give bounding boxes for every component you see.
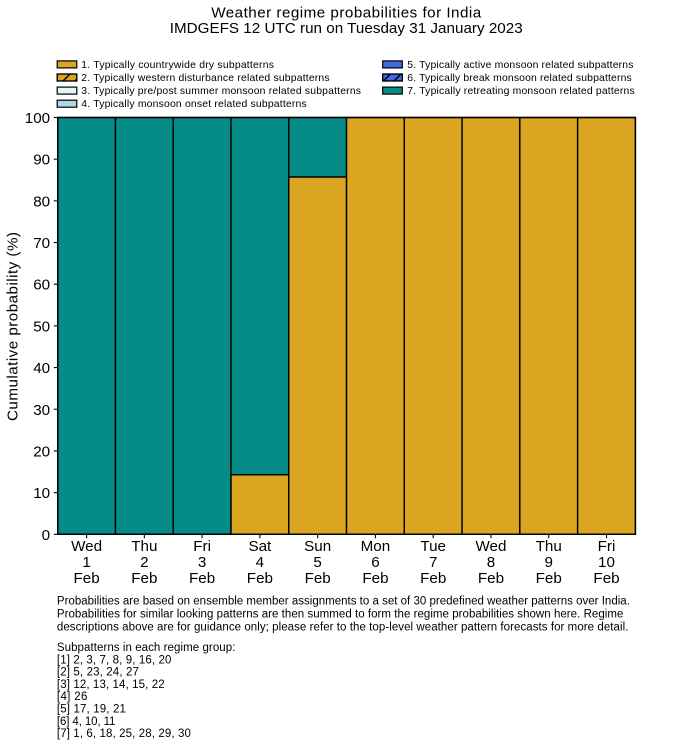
svg-text:30: 30	[33, 402, 50, 419]
svg-text:80: 80	[33, 193, 50, 210]
svg-text:10: 10	[33, 485, 50, 502]
svg-text:Cumulative probability (%): Cumulative probability (%)	[4, 232, 21, 421]
svg-text:7: 7	[429, 554, 437, 571]
svg-text:3: 3	[198, 554, 206, 571]
svg-text:Feb: Feb	[478, 570, 504, 587]
svg-text:20: 20	[33, 443, 50, 460]
svg-text:Feb: Feb	[420, 570, 446, 587]
svg-text:[1] 2, 3, 7, 8, 9, 16, 20: [1] 2, 3, 7, 8, 9, 16, 20	[57, 654, 171, 666]
svg-text:[7] 1, 6, 18, 25, 28, 29, 30: [7] 1, 6, 18, 25, 28, 29, 30	[57, 728, 191, 740]
svg-text:Sat: Sat	[248, 538, 272, 555]
svg-text:Feb: Feb	[247, 570, 273, 587]
svg-text:Feb: Feb	[131, 570, 157, 587]
svg-text:90: 90	[33, 152, 50, 169]
svg-text:Tue: Tue	[420, 538, 446, 555]
svg-text:Subpatterns in each regime gro: Subpatterns in each regime group:	[57, 642, 236, 654]
svg-text:Sun: Sun	[304, 538, 331, 555]
svg-text:Feb: Feb	[362, 570, 388, 587]
svg-text:100: 100	[25, 110, 50, 127]
svg-text:Mon: Mon	[361, 538, 391, 555]
svg-text:Thu: Thu	[536, 538, 562, 555]
svg-text:Feb: Feb	[593, 570, 619, 587]
svg-text:7. Typically retreating monsoo: 7. Typically retreating monsoon related …	[407, 86, 634, 97]
svg-text:Feb: Feb	[74, 570, 100, 587]
svg-text:[2] 5, 23, 24, 27: [2] 5, 23, 24, 27	[57, 667, 139, 679]
svg-text:4. Typically monsoon onset rel: 4. Typically monsoon onset related subpa…	[81, 99, 306, 110]
svg-text:1. Typically countrywide dry s: 1. Typically countrywide dry subpatterns	[81, 60, 274, 71]
svg-text:[3] 12, 13, 14, 15, 22: [3] 12, 13, 14, 15, 22	[57, 679, 165, 691]
svg-text:40: 40	[33, 360, 50, 377]
svg-text:1: 1	[82, 554, 90, 571]
svg-text:70: 70	[33, 235, 50, 252]
svg-text:6. Typically break monsoon rel: 6. Typically break monsoon related subpa…	[407, 73, 631, 84]
svg-text:Feb: Feb	[305, 570, 331, 587]
svg-text:3. Typically pre/post summer m: 3. Typically pre/post summer monsoon rel…	[81, 86, 361, 97]
svg-text:60: 60	[33, 277, 50, 294]
svg-text:Fri: Fri	[598, 538, 616, 555]
svg-text:Weather regime probabilities f: Weather regime probabilities for India	[211, 4, 482, 21]
svg-text:Fri: Fri	[193, 538, 211, 555]
svg-text:10: 10	[598, 554, 615, 571]
svg-text:Thu: Thu	[131, 538, 157, 555]
svg-text:0: 0	[42, 527, 50, 544]
svg-text:IMDGEFS 12 UTC run on Tuesday: IMDGEFS 12 UTC run on Tuesday 31 January…	[170, 20, 523, 37]
svg-text:Probabilities are based on ens: Probabilities are based on ensemble memb…	[57, 595, 630, 607]
svg-text:Feb: Feb	[536, 570, 562, 587]
svg-text:[6] 4, 10, 11: [6] 4, 10, 11	[57, 716, 116, 728]
svg-text:Feb: Feb	[189, 570, 215, 587]
svg-text:2: 2	[140, 554, 148, 571]
svg-text:5: 5	[313, 554, 321, 571]
svg-text:Wed: Wed	[71, 538, 102, 555]
svg-text:8: 8	[487, 554, 495, 571]
svg-text:5. Typically active monsoon re: 5. Typically active monsoon related subp…	[407, 60, 633, 71]
svg-text:descriptions above are for gui: descriptions above are for guidance only…	[57, 621, 629, 633]
svg-text:6: 6	[371, 554, 379, 571]
svg-text:[5] 17, 19, 21: [5] 17, 19, 21	[57, 704, 126, 716]
svg-text:2. Typically western disturban: 2. Typically western disturbance related…	[81, 73, 329, 84]
svg-text:9: 9	[545, 554, 553, 571]
svg-text:Probabilities for similar look: Probabilities for similar looking patter…	[57, 608, 624, 620]
svg-text:Wed: Wed	[475, 538, 506, 555]
svg-text:[4] 26: [4] 26	[57, 691, 88, 703]
svg-text:4: 4	[256, 554, 264, 571]
svg-text:50: 50	[33, 318, 50, 335]
